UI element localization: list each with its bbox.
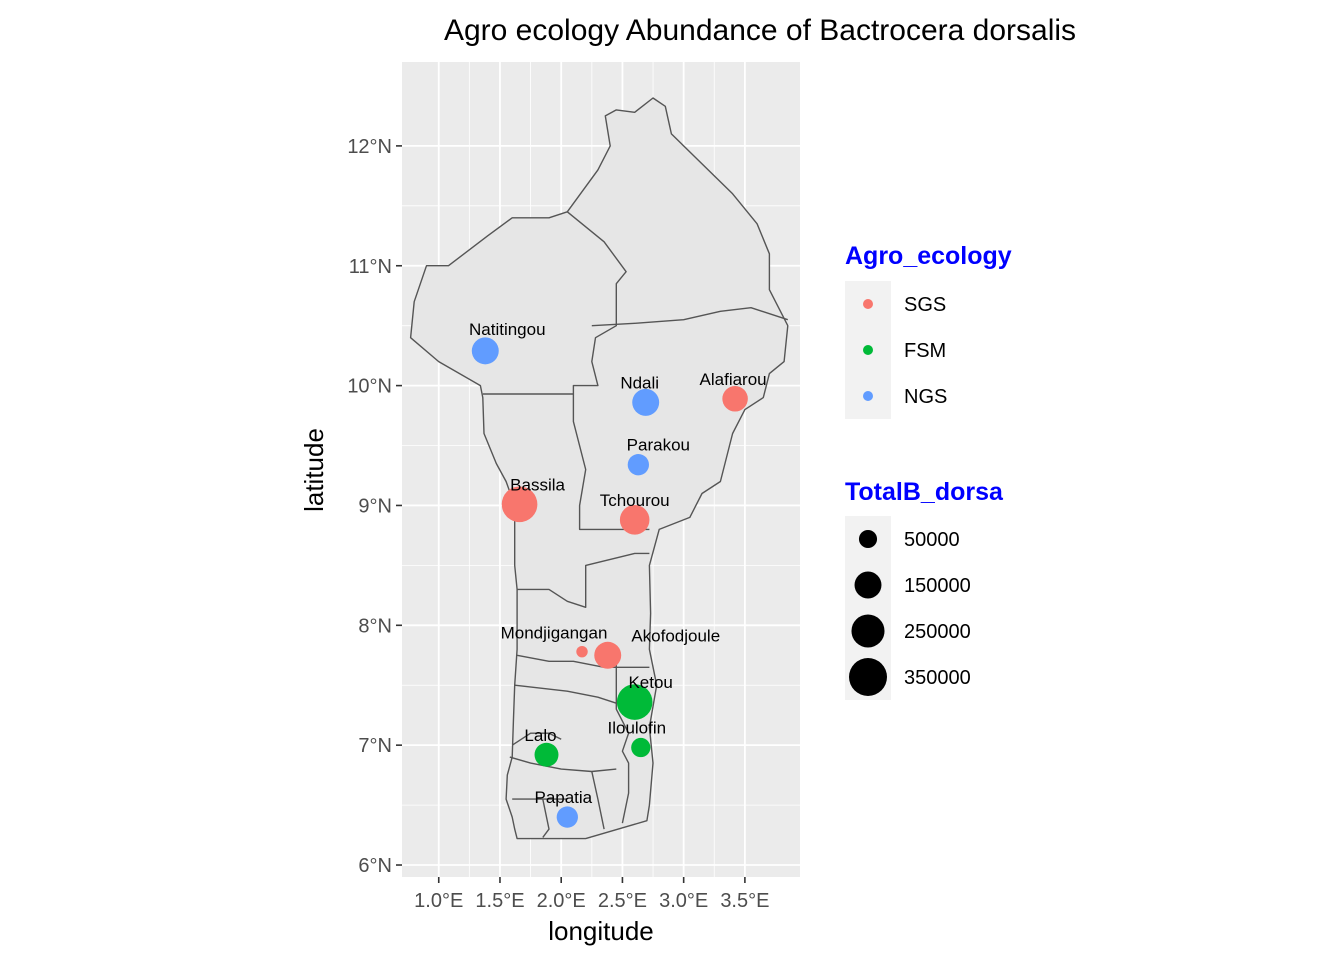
site-point-ketou bbox=[616, 684, 653, 720]
legend-size-label: 250000 bbox=[904, 621, 971, 643]
district-boundary bbox=[517, 552, 650, 608]
district-boundary bbox=[591, 771, 605, 830]
legend-size-dot bbox=[854, 571, 882, 599]
site-point-papatia bbox=[556, 806, 578, 828]
district-boundary bbox=[615, 661, 630, 824]
x-tick-label: 1.5°E bbox=[475, 890, 524, 912]
legend-size-label: 50000 bbox=[904, 529, 960, 551]
x-tick-label: 3.0°E bbox=[659, 890, 708, 912]
site-point-parakou bbox=[627, 454, 650, 476]
legend-color-keys: SGS FSM NGS bbox=[845, 281, 947, 419]
site-point-natitingou bbox=[471, 337, 499, 365]
legend-size-label: 150000 bbox=[904, 575, 971, 597]
site-point-iloulofin bbox=[631, 737, 651, 758]
district-boundary bbox=[514, 684, 617, 704]
site-point-tchourou bbox=[619, 505, 650, 535]
district-boundary bbox=[511, 732, 562, 746]
y-tick-label: 12°N bbox=[347, 136, 392, 158]
y-tick-label: 8°N bbox=[358, 615, 392, 637]
legend-key-fsm bbox=[863, 345, 873, 355]
site-point-lalo bbox=[534, 742, 559, 767]
y-tick-label: 9°N bbox=[358, 495, 392, 517]
site-point-akofodjoule bbox=[594, 641, 622, 669]
legend-size-keys: 50000 150000 250000 350000 bbox=[845, 516, 971, 700]
boundary-layer bbox=[409, 97, 789, 840]
site-label-bassila: Bassila bbox=[510, 475, 565, 494]
site-point-bassila bbox=[501, 486, 538, 523]
y-tick-label: 7°N bbox=[358, 735, 392, 757]
y-tick-label: 11°N bbox=[349, 256, 392, 278]
legend-label-ngs: NGS bbox=[904, 386, 947, 408]
site-label-iloulofin: Iloulofin bbox=[607, 719, 666, 738]
legend: Agro_ecology SGS FSM NGS TotalB_dorsa 5000… bbox=[845, 242, 1012, 700]
site-label-papatia: Papatia bbox=[534, 788, 592, 807]
site-label-ketou: Ketou bbox=[628, 673, 672, 692]
labels-layer: Natitingou Ndali Alafiarou Parakou Bassila Tc… bbox=[469, 320, 767, 807]
site-label-tchourou: Tchourou bbox=[600, 491, 670, 510]
district-boundary bbox=[591, 307, 789, 327]
x-tick-label: 3.5°E bbox=[720, 890, 769, 912]
site-label-parakou: Parakou bbox=[627, 436, 690, 455]
points-layer bbox=[471, 337, 748, 828]
legend-size-dot bbox=[858, 529, 878, 549]
site-label-akofodjoule: Akofodjoule bbox=[631, 626, 720, 645]
legend-label-fsm: FSM bbox=[904, 340, 946, 362]
legend-size-dot bbox=[851, 614, 885, 648]
legend-key-sgs bbox=[863, 299, 873, 309]
site-label-alafiarou: Alafiarou bbox=[700, 370, 767, 389]
legend-size-label: 350000 bbox=[904, 667, 971, 689]
chart-title: Agro ecology Abundance of Bactrocera dor… bbox=[444, 14, 1076, 47]
district-boundary bbox=[509, 756, 617, 773]
x-axis: 1.0°E 1.5°E 2.0°E 2.5°E 3.0°E 3.5°E bbox=[414, 877, 769, 912]
legend-size-title: TotalB_dorsa bbox=[845, 478, 1004, 506]
site-label-mondjigangan: Mondjigangan bbox=[501, 624, 608, 643]
y-tick-label: 6°N bbox=[358, 855, 392, 877]
x-tick-label: 2.5°E bbox=[598, 890, 647, 912]
site-point-mondjigangan bbox=[576, 645, 588, 658]
y-axis-title: latitude bbox=[299, 428, 329, 512]
site-label-ndali: Ndali bbox=[620, 373, 659, 392]
site-point-alafiarou bbox=[722, 386, 748, 412]
y-axis: 6°N 7°N 8°N 9°N 10°N 11°N 12°N bbox=[347, 136, 402, 877]
district-boundary bbox=[516, 654, 650, 668]
legend-color-title: Agro_ecology bbox=[845, 242, 1012, 270]
x-axis-title: longitude bbox=[548, 916, 654, 946]
site-label-lalo: Lalo bbox=[524, 726, 556, 745]
x-tick-label: 2.0°E bbox=[537, 890, 586, 912]
legend-label-sgs: SGS bbox=[904, 294, 946, 316]
district-boundary bbox=[542, 798, 550, 838]
legend-size-dot bbox=[849, 658, 887, 696]
site-label-natitingou: Natitingou bbox=[469, 320, 546, 339]
district-boundary bbox=[566, 211, 650, 531]
legend-key-ngs bbox=[863, 391, 873, 401]
site-point-ndali bbox=[632, 388, 660, 416]
y-tick-label: 10°N bbox=[347, 376, 392, 398]
x-tick-label: 1.0°E bbox=[414, 890, 463, 912]
country-outline bbox=[409, 97, 789, 840]
